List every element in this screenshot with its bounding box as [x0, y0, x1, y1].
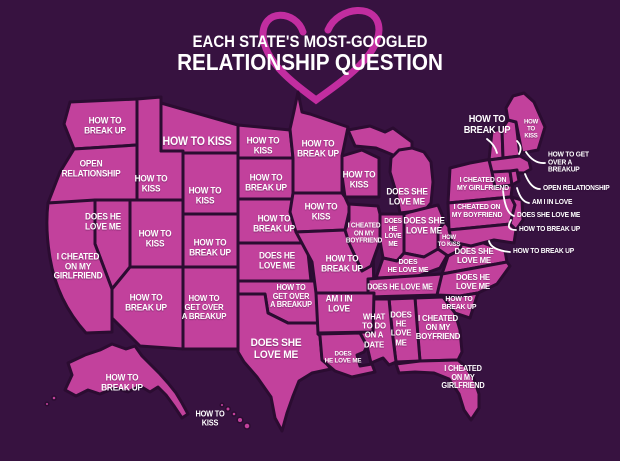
callout-pointer-rhode-island — [516, 187, 530, 204]
callout-pointer-connecticut — [502, 189, 515, 217]
state-label-illinois: I CHEATED ON MY BOYFRIEND — [345, 222, 383, 245]
callout-label-connecticut: DOES SHE LOVE ME — [517, 212, 581, 220]
state-shape-maryland-delaware — [447, 222, 518, 248]
state-label-idaho: HOW TO KISS — [134, 173, 168, 193]
callout-pointer-new-hampshire-short — [516, 140, 522, 155]
state-label-virginia: DOES SHE LOVE ME — [454, 245, 494, 265]
state-label-washington: HOW TO BREAK UP — [84, 115, 126, 135]
state-label-arizona: HOW TO BREAK UP — [125, 292, 167, 312]
callout-label-massachusetts: OPEN RELATIONSHIP — [543, 185, 610, 193]
state-label-alaska: HOW TO BREAK UP — [101, 372, 143, 392]
state-label-maine: HOW TO KISS — [523, 118, 539, 140]
callout-pointer-new-jersey — [507, 219, 517, 231]
state-shape-maine — [504, 91, 547, 155]
state-label-louisiana: DOES HE LOVE ME — [324, 350, 362, 365]
callout-label-new-hampshire: HOW TO GET OVER A BREAKUP — [548, 151, 589, 174]
state-shape-alaska-island — [51, 395, 57, 401]
callout-label-new-jersey: HOW TO BREAK UP — [519, 226, 580, 234]
callout-pointer-vermont — [486, 138, 498, 154]
callout-label-rhode-island: AM I IN LOVE — [532, 199, 573, 207]
state-label-oregon: OPEN RELATIONSHIP — [61, 158, 121, 178]
state-label-hawaii: HOW TO KISS — [195, 409, 225, 427]
state-label-north-dakota: HOW TO KISS — [246, 135, 280, 155]
state-label-indiana: DOES HE LOVE ME — [384, 217, 402, 248]
state-shape-alaska-island — [44, 401, 50, 407]
title-line-1: EACH STATE'S MOST-GOOGLED — [192, 32, 428, 51]
state-label-arkansas: AM I IN LOVE — [325, 293, 353, 313]
state-label-north-carolina: DOES HE LOVE ME — [456, 271, 490, 291]
state-shape-illinois — [343, 202, 382, 273]
state-shape-louisiana — [316, 331, 377, 379]
state-label-west-virginia: HOW TO KISS — [437, 233, 461, 248]
heart-icon — [259, 7, 383, 105]
state-label-alabama: DOES HE LOVE ME — [390, 309, 412, 348]
state-label-new-york: I CHEATED ON MY GIRLFRIEND — [457, 174, 509, 192]
state-label-missouri: HOW TO BREAK UP — [321, 253, 363, 273]
state-shape-minnesota — [288, 90, 350, 195]
state-shape-hawaii-island — [225, 406, 231, 412]
state-label-mississippi: WHAT TO DO ON A DATE — [362, 311, 386, 350]
state-label-south-carolina: HOW TO BREAK UP — [441, 293, 477, 311]
state-label-california: I CHEATED ON MY GIRLFRIEND — [53, 251, 103, 281]
title-line-2: RELATIONSHIP QUESTION — [177, 49, 443, 75]
state-label-wisconsin: HOW TO KISS — [342, 169, 376, 189]
state-label-iowa: HOW TO KISS — [304, 201, 338, 221]
state-label-colorado: HOW TO BREAK UP — [189, 237, 231, 257]
callout-pointer-delaware — [488, 240, 511, 253]
state-label-nebraska: HOW TO BREAK UP — [253, 213, 295, 233]
state-shape-hawaii-island — [219, 402, 225, 408]
state-label-georgia: I CHEATED ON MY BOYFRIEND — [415, 313, 461, 342]
state-label-montana: HOW TO KISS — [162, 135, 232, 148]
state-shape-wisconsin — [340, 148, 381, 199]
state-label-michigan: DOES SHE LOVE ME — [386, 186, 428, 206]
state-label-nevada: DOES HE LOVE ME — [85, 211, 121, 231]
state-label-utah: HOW TO KISS — [138, 228, 172, 248]
state-shape-florida — [394, 358, 481, 422]
state-label-tennessee: DOES HE LOVE ME — [367, 282, 433, 292]
callout-pointer-new-hampshire — [525, 151, 546, 164]
state-label-ohio: DOES SHE LOVE ME — [403, 215, 445, 235]
state-label-oklahoma: HOW TO GET OVER A BREAKUP — [270, 283, 312, 310]
state-label-new-mexico: HOW TO GET OVER A BREAKUP — [181, 293, 227, 322]
state-label-florida: I CHEATED ON MY GIRLFRIEND — [441, 364, 485, 391]
callout-label-delaware: HOW TO BREAK UP — [513, 248, 574, 256]
state-shape-california — [45, 198, 114, 335]
state-shape-hawaii-island — [231, 411, 237, 417]
state-shape-rhode-island — [508, 168, 521, 187]
state-shape-alaska — [63, 342, 190, 420]
state-label-texas: DOES SHE LOVE ME — [250, 337, 302, 361]
state-label-minnesota: HOW TO BREAK UP — [297, 138, 339, 158]
state-shape-hawaii-island — [236, 416, 244, 424]
state-shape-arkansas — [314, 291, 376, 335]
state-shape-michigan — [388, 146, 435, 215]
state-label-kansas: DOES HE LOVE ME — [259, 250, 295, 270]
callout-pointer-massachusetts — [524, 173, 541, 190]
callout-label-vermont: HOW TO BREAK UP — [463, 114, 511, 136]
state-label-south-dakota: HOW TO BREAK UP — [245, 172, 287, 192]
state-shape-texas — [236, 292, 337, 433]
state-label-wyoming: HOW TO KISS — [188, 185, 222, 205]
state-shape-hawaii-island — [243, 422, 251, 430]
state-label-kentucky: DOES HE LOVE ME — [387, 256, 429, 274]
state-label-pennsylvania: I CHEATED ON MY BOYFRIEND — [451, 201, 503, 219]
